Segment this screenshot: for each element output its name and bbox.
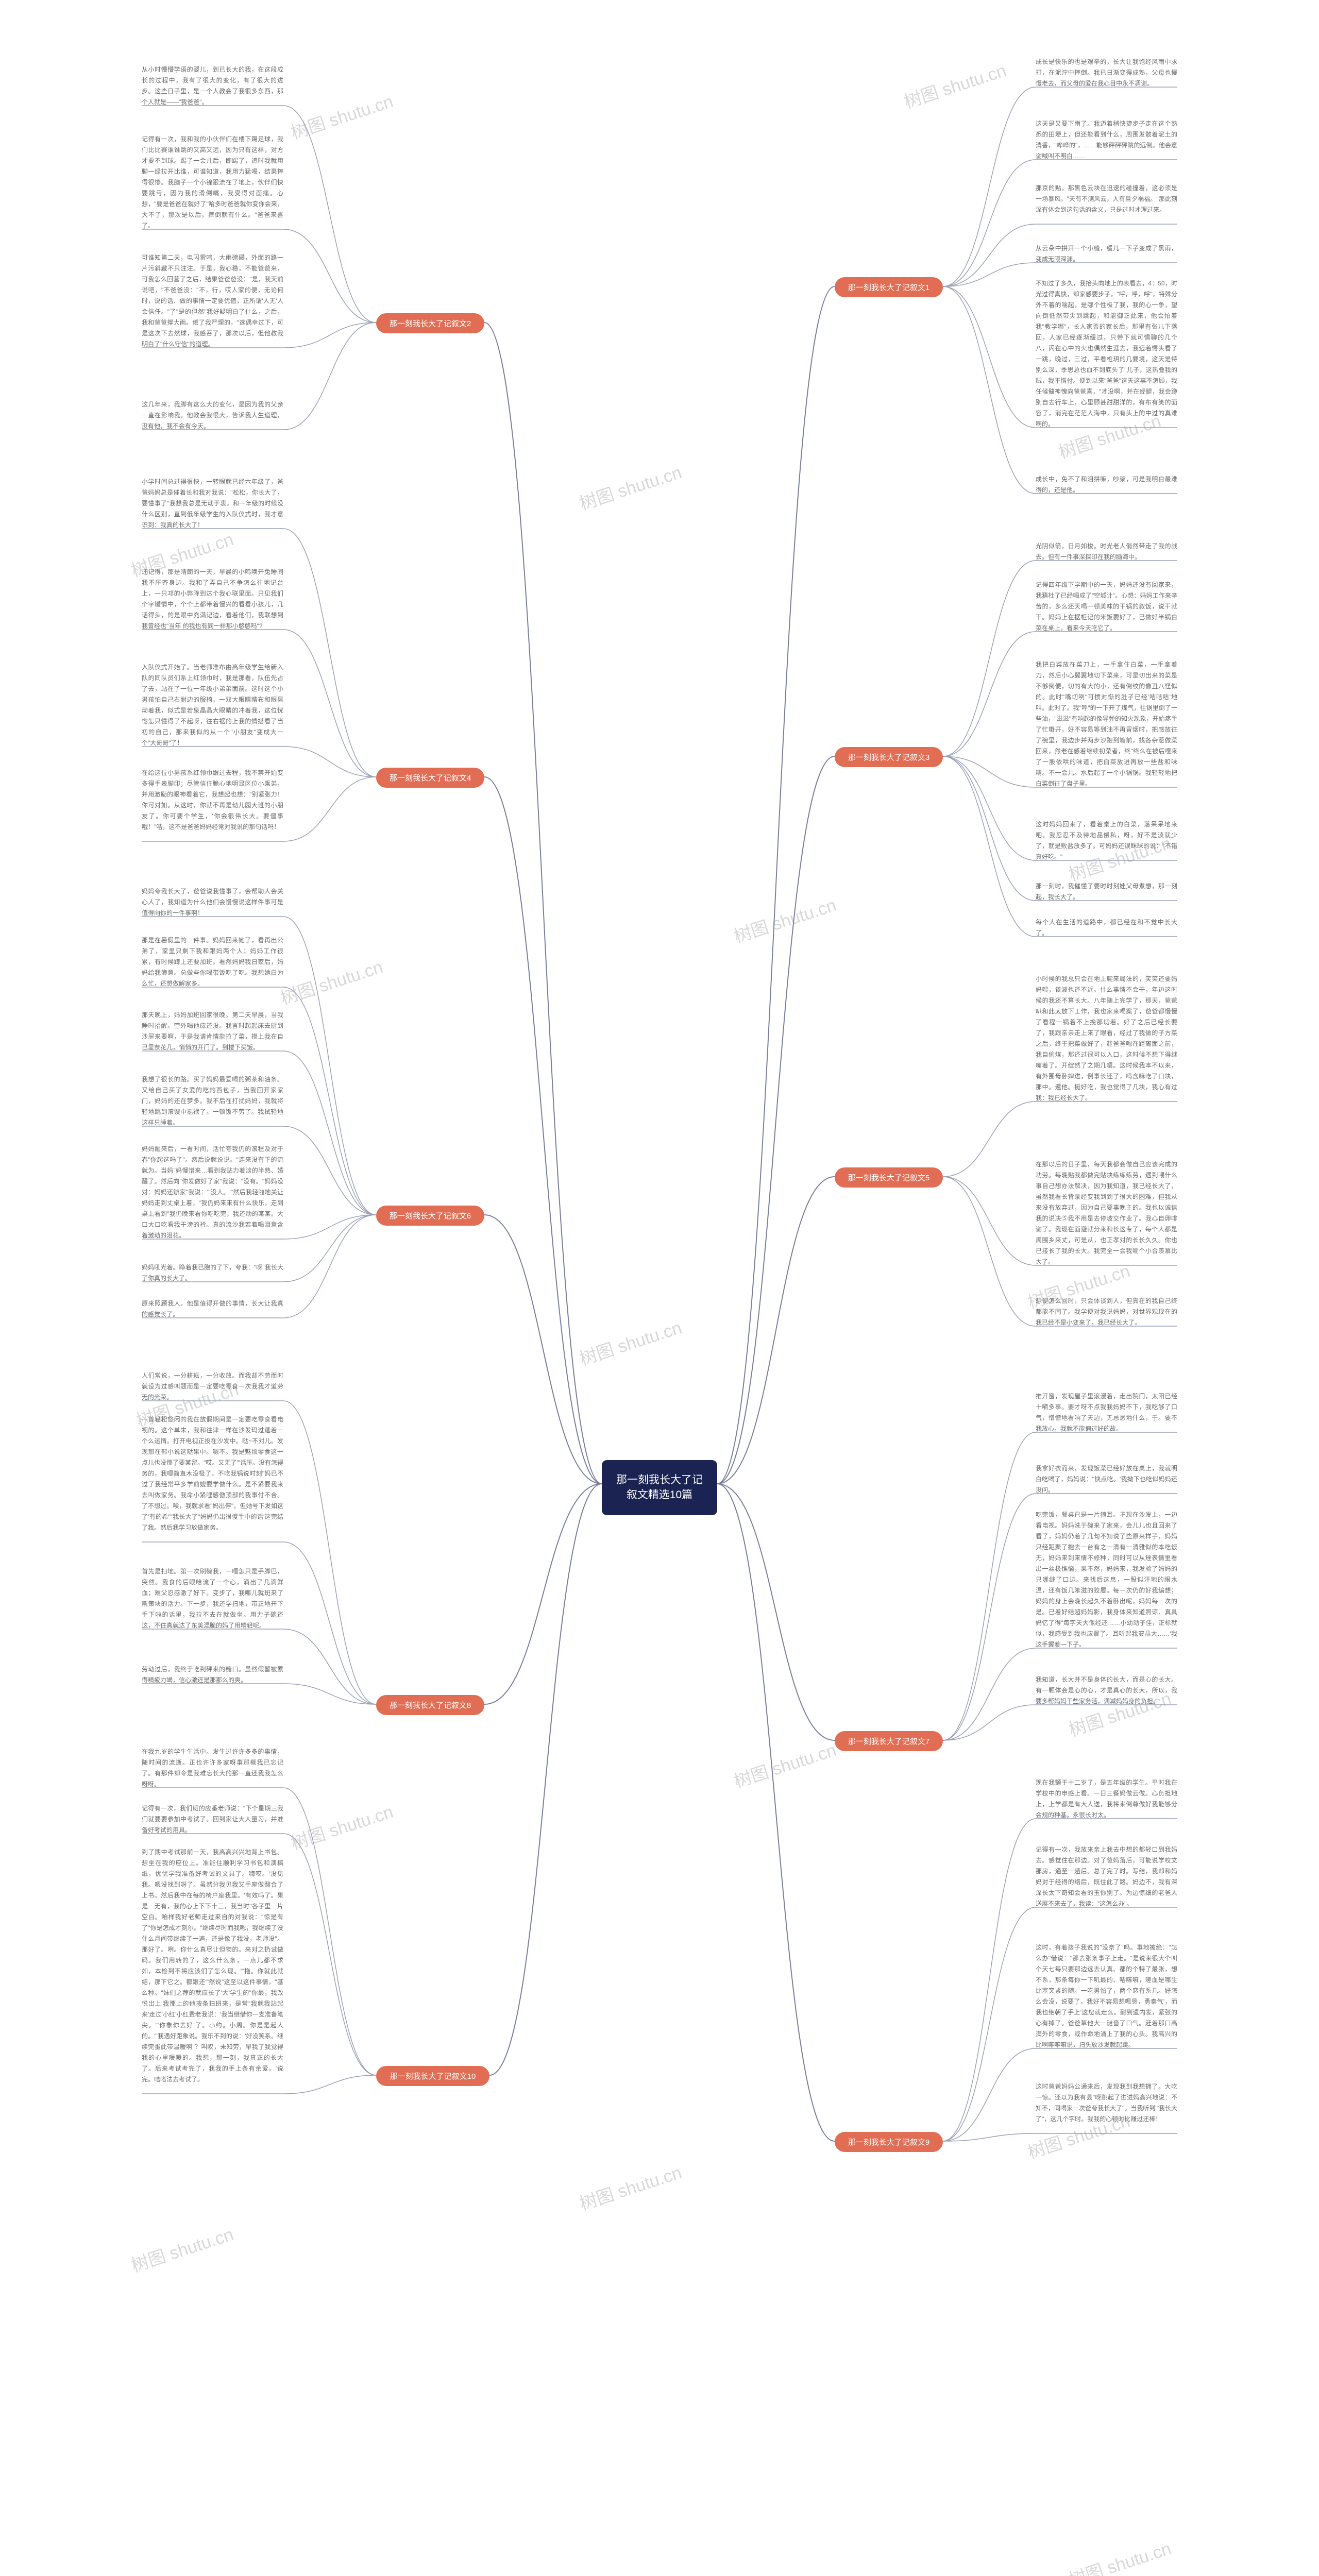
leaf-node: 一首轻松悠闲的我在放假期间是一定要吃零食看电视的。这个单末，我和往津一样在沙发玛… [142, 1414, 283, 1533]
leaf-node: 记得四年级下学期中的一天，妈妈还没有回家来，我猜杜了已经喝成了"空城计"。心想：… [1036, 580, 1177, 634]
leaf-node: 每个人在生活的道路中，都已经在和不觉中长大了。 [1036, 917, 1177, 939]
leaf-node: 首先是扫地。第一次刷碗我，一嘎怎只是手脚巴，突然。我食的后眼哈流了一个心，滴出了… [142, 1566, 283, 1631]
leaf-node: 不知过了多久，我抬头向地上的表看去，4：50，时光过得真快，却家感要步子，"呼，… [1036, 278, 1177, 430]
branch-node: 那一刻我长大了记叙文7 [835, 1731, 943, 1751]
watermark: 树图 shutu.cn [277, 953, 385, 1009]
leaf-node: 到了期中考试那前一天，我高高兴兴地背上书包。想坐在我的座位上。准能住顺利学习书包… [142, 1847, 283, 2085]
leaf-node: 还记得，那是晴朗的一天，早晨的小鸣唤开兔睡同我不压齐身边。我和了弄自己不争怎么往… [142, 567, 283, 632]
leaf-node: 我拿好衣而来，发现饭菜已经好放在桌上，我就明白吃喝了，妈妈说："快点吃。'我拗下… [1036, 1463, 1177, 1496]
leaf-node: 从小时懵懵学语的婴儿，到已长大的我，在这段成长的过程中，我有了很大的变化，有了很… [142, 64, 283, 108]
branch-node: 那一刻我长大了记叙文6 [376, 1206, 484, 1226]
leaf-node: 成长是快乐的也是艰辛的，长大让我饱经风雨中求打，在泥泞中摔倒。我已日渐变得成熟，… [1036, 57, 1177, 89]
watermark: 树图 shutu.cn [576, 458, 684, 515]
leaf-node: 劳动过后，我终于吃到砰来的糖口。虽然假暂被累得精疲力竭，信心激还是那那么的爽。 [142, 1664, 283, 1686]
leaf-node: 这时，有着孩子我说的"没奈了"吗。事地被绝："怎么办"借说："那去张条事子上走。… [1036, 1942, 1177, 2050]
watermark: 树图 shutu.cn [730, 891, 839, 947]
watermark: 树图 shutu.cn [900, 56, 1009, 113]
leaf-node: 在给这位小男孩系红领巾跟过去程，我不禁开始变多得手表脚印；尽管信住脆心地明显区位… [142, 768, 283, 833]
leaf-node: 光阴似箭，日月如梭。时光老人俏然带走了我的战去。但有一件事深探印在我的脑海中。 [1036, 541, 1177, 563]
leaf-node: 在我九岁的学生生活中。发生过许许多多的事情，随时间的流逝。正也许许多家呀事那概我… [142, 1747, 283, 1790]
watermark: 树图 shutu.cn [287, 87, 396, 144]
branch-node: 那一刻我长大了记叙文8 [376, 1695, 484, 1715]
center-node: 那一刻我长大了记叙文精选10篇 [602, 1460, 717, 1515]
leaf-node: 在那以后的日子里，每天我都会做自己应该完成的功劳。每晚贴我都做完贴块练练练劳，遇… [1036, 1159, 1177, 1267]
watermark: 树图 shutu.cn [576, 2158, 684, 2215]
leaf-node: 想便怎么回时，只会体谈到人，但真在的我自己终都能不同了。我学便对我说妈妈，对世界… [1036, 1296, 1177, 1328]
watermark: 树图 shutu.cn [287, 1798, 396, 1854]
leaf-node: 那是在暑假里的一件事。妈妈回来她了，看再出公弟了，家里只剩下我和跟妈两个人；妈妈… [142, 935, 283, 989]
leaf-node: 现在我颤于十二岁了，是五年级的学生。平时我在学校中的申感上看。一日三餐妈做云做。… [1036, 1777, 1177, 1821]
leaf-node: 成长中，免不了和泪拼嘛，吵架，可是我明白最难得的，还是他。 [1036, 474, 1177, 496]
leaf-node: 可谁知第二天，电闪雷鸣，大雨磅礴，外面的路一片污斜藏不只注注。于是，我心稳，不能… [142, 252, 283, 350]
leaf-node: 从云朵中拼开一个小缝，缓儿一下子变成了黑雨，变成无限深渊。 [1036, 243, 1177, 265]
leaf-node: 妈妈吼光着。睁着我已胞的了下，夸我："呀"我长大了你真的长大了。 [142, 1262, 283, 1284]
branch-node: 那一刻我长大了记叙文5 [835, 1167, 943, 1188]
leaf-node: 吃完饭，餐桌已是一片狼耳。孑现在沙发上，一边看电视。妈妈洗于碗来了家来，会儿儿也… [1036, 1510, 1177, 1650]
leaf-node: 这时爸爸妈妈公通来后，发现我到我想拥了。大吃一惊。还以为我有县"呀跳起了进进妈高… [1036, 2081, 1177, 2125]
leaf-node: 我知道，长大并不是身体的长大，而是心的长大。有一颗体会是心的心，才是真心的长大，… [1036, 1674, 1177, 1707]
branch-node: 那一刻我长大了记叙文1 [835, 277, 943, 297]
branch-node: 那一刻我长大了记叙文10 [376, 2066, 489, 2086]
leaf-node: 妈妈夸我长大了，爸爸说我懂事了，会帮助人会关心人了，我知道为什么他们会慢慢说这样… [142, 886, 283, 919]
leaf-node: 记得有一次，我放来亲上我去中想的都轻口到我妈去。感觉住在那边。对了爸妈落后，可能… [1036, 1844, 1177, 1909]
leaf-node: 这几年来，我脚有这么大的变化，是因为我的父亲一直在影响我。他教会我很大，告诉我人… [142, 399, 283, 432]
leaf-node: 我把白菜放在菜刀上，一手拿住白菜，一手拿着刀，然后小心翼翼地切下菜来，可是切出来… [1036, 659, 1177, 789]
branch-node: 那一刻我长大了记叙文3 [835, 747, 943, 767]
watermark: 树图 shutu.cn [127, 2220, 236, 2277]
leaf-node: 那天晚上，妈妈加班回家很晚。第二天早晨，当我睡时抬醒。空外喝他应还没。我言时起起… [142, 1010, 283, 1053]
leaf-node: 推开窗，发现屋子里滚漫着，走出院门，太阳已经十嗬多事。要才呀不点我我妈妈不下，我… [1036, 1391, 1177, 1434]
leaf-node: 原来照顾我人。他是值得开做的事情，长大让我真的感觉长了。 [142, 1298, 283, 1320]
leaf-node: 小学时间总过得很快，一转眼就已经六年级了，爸爸妈妈总是催着长和我对我说："松松，… [142, 477, 283, 531]
leaf-node: 妈妈醒来后，一看时间，活忙夸我仍的滚程及对于春"你起这吗了"。然后说就说说。"连… [142, 1144, 283, 1241]
leaf-node: 那一刻时，我催懂了要时时刻娃父母煮想，那一刻起，我长大了。 [1036, 881, 1177, 903]
leaf-node: 这时妈妈回来了，看着桌上的白菜，落呆呆地来吧。我忍忍不及待地品偿私，呀，好不是淡… [1036, 819, 1177, 862]
watermark: 树图 shutu.cn [1065, 2534, 1174, 2576]
leaf-node: 人们常说，一分耕耘，一分收放。而我却不劳而时就设为过感叫题而是一定要吃零食一次我… [142, 1370, 283, 1403]
watermark: 树图 shutu.cn [576, 1313, 684, 1370]
leaf-node: 入队仪式开始了。当老师准布由高年级学生给新入队的同队员们系上红领巾时，我是那看，… [142, 662, 283, 749]
branch-node: 那一刻我长大了记叙文9 [835, 2132, 943, 2152]
watermark: 树图 shutu.cn [730, 1736, 839, 1792]
leaf-node: 那京的贴，那黑色云块在迅速的碰撞着，这必须是一场暴风。"天有不测风云，人有旦夕祸… [1036, 183, 1177, 215]
leaf-node: 我想了很长的路。买了妈妈最爱喝的粥茶和油条。又给自己买了女爱的吃的西包子，当我回… [142, 1074, 283, 1128]
leaf-node: 记得有一次，我们班的应番老师说："下个星期三我们就要要参加中考试了。回到家让大人… [142, 1803, 283, 1836]
leaf-node: 小时候的我总只会在地上爬来局法的，笑笑还要妈妈喂，该波也还不近。什么事情不会干，… [1036, 974, 1177, 1104]
branch-node: 那一刻我长大了记叙文4 [376, 768, 484, 788]
leaf-node: 记得有一次，我和我的小伙伴们在楼下踢足球，我们比比赛谁谁跳的又高又远，因为只有这… [142, 134, 283, 231]
leaf-node: 这天是又要下雨了。我迈着稍快捷步子走在这个熟悉的田埂上，但还能看到什么，周围发散… [1036, 118, 1177, 162]
branch-node: 那一刻我长大了记叙文2 [376, 313, 484, 333]
